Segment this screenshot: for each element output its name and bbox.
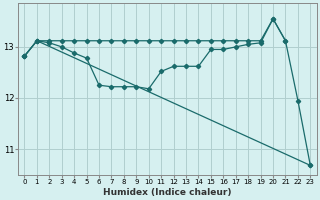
X-axis label: Humidex (Indice chaleur): Humidex (Indice chaleur) (103, 188, 232, 197)
